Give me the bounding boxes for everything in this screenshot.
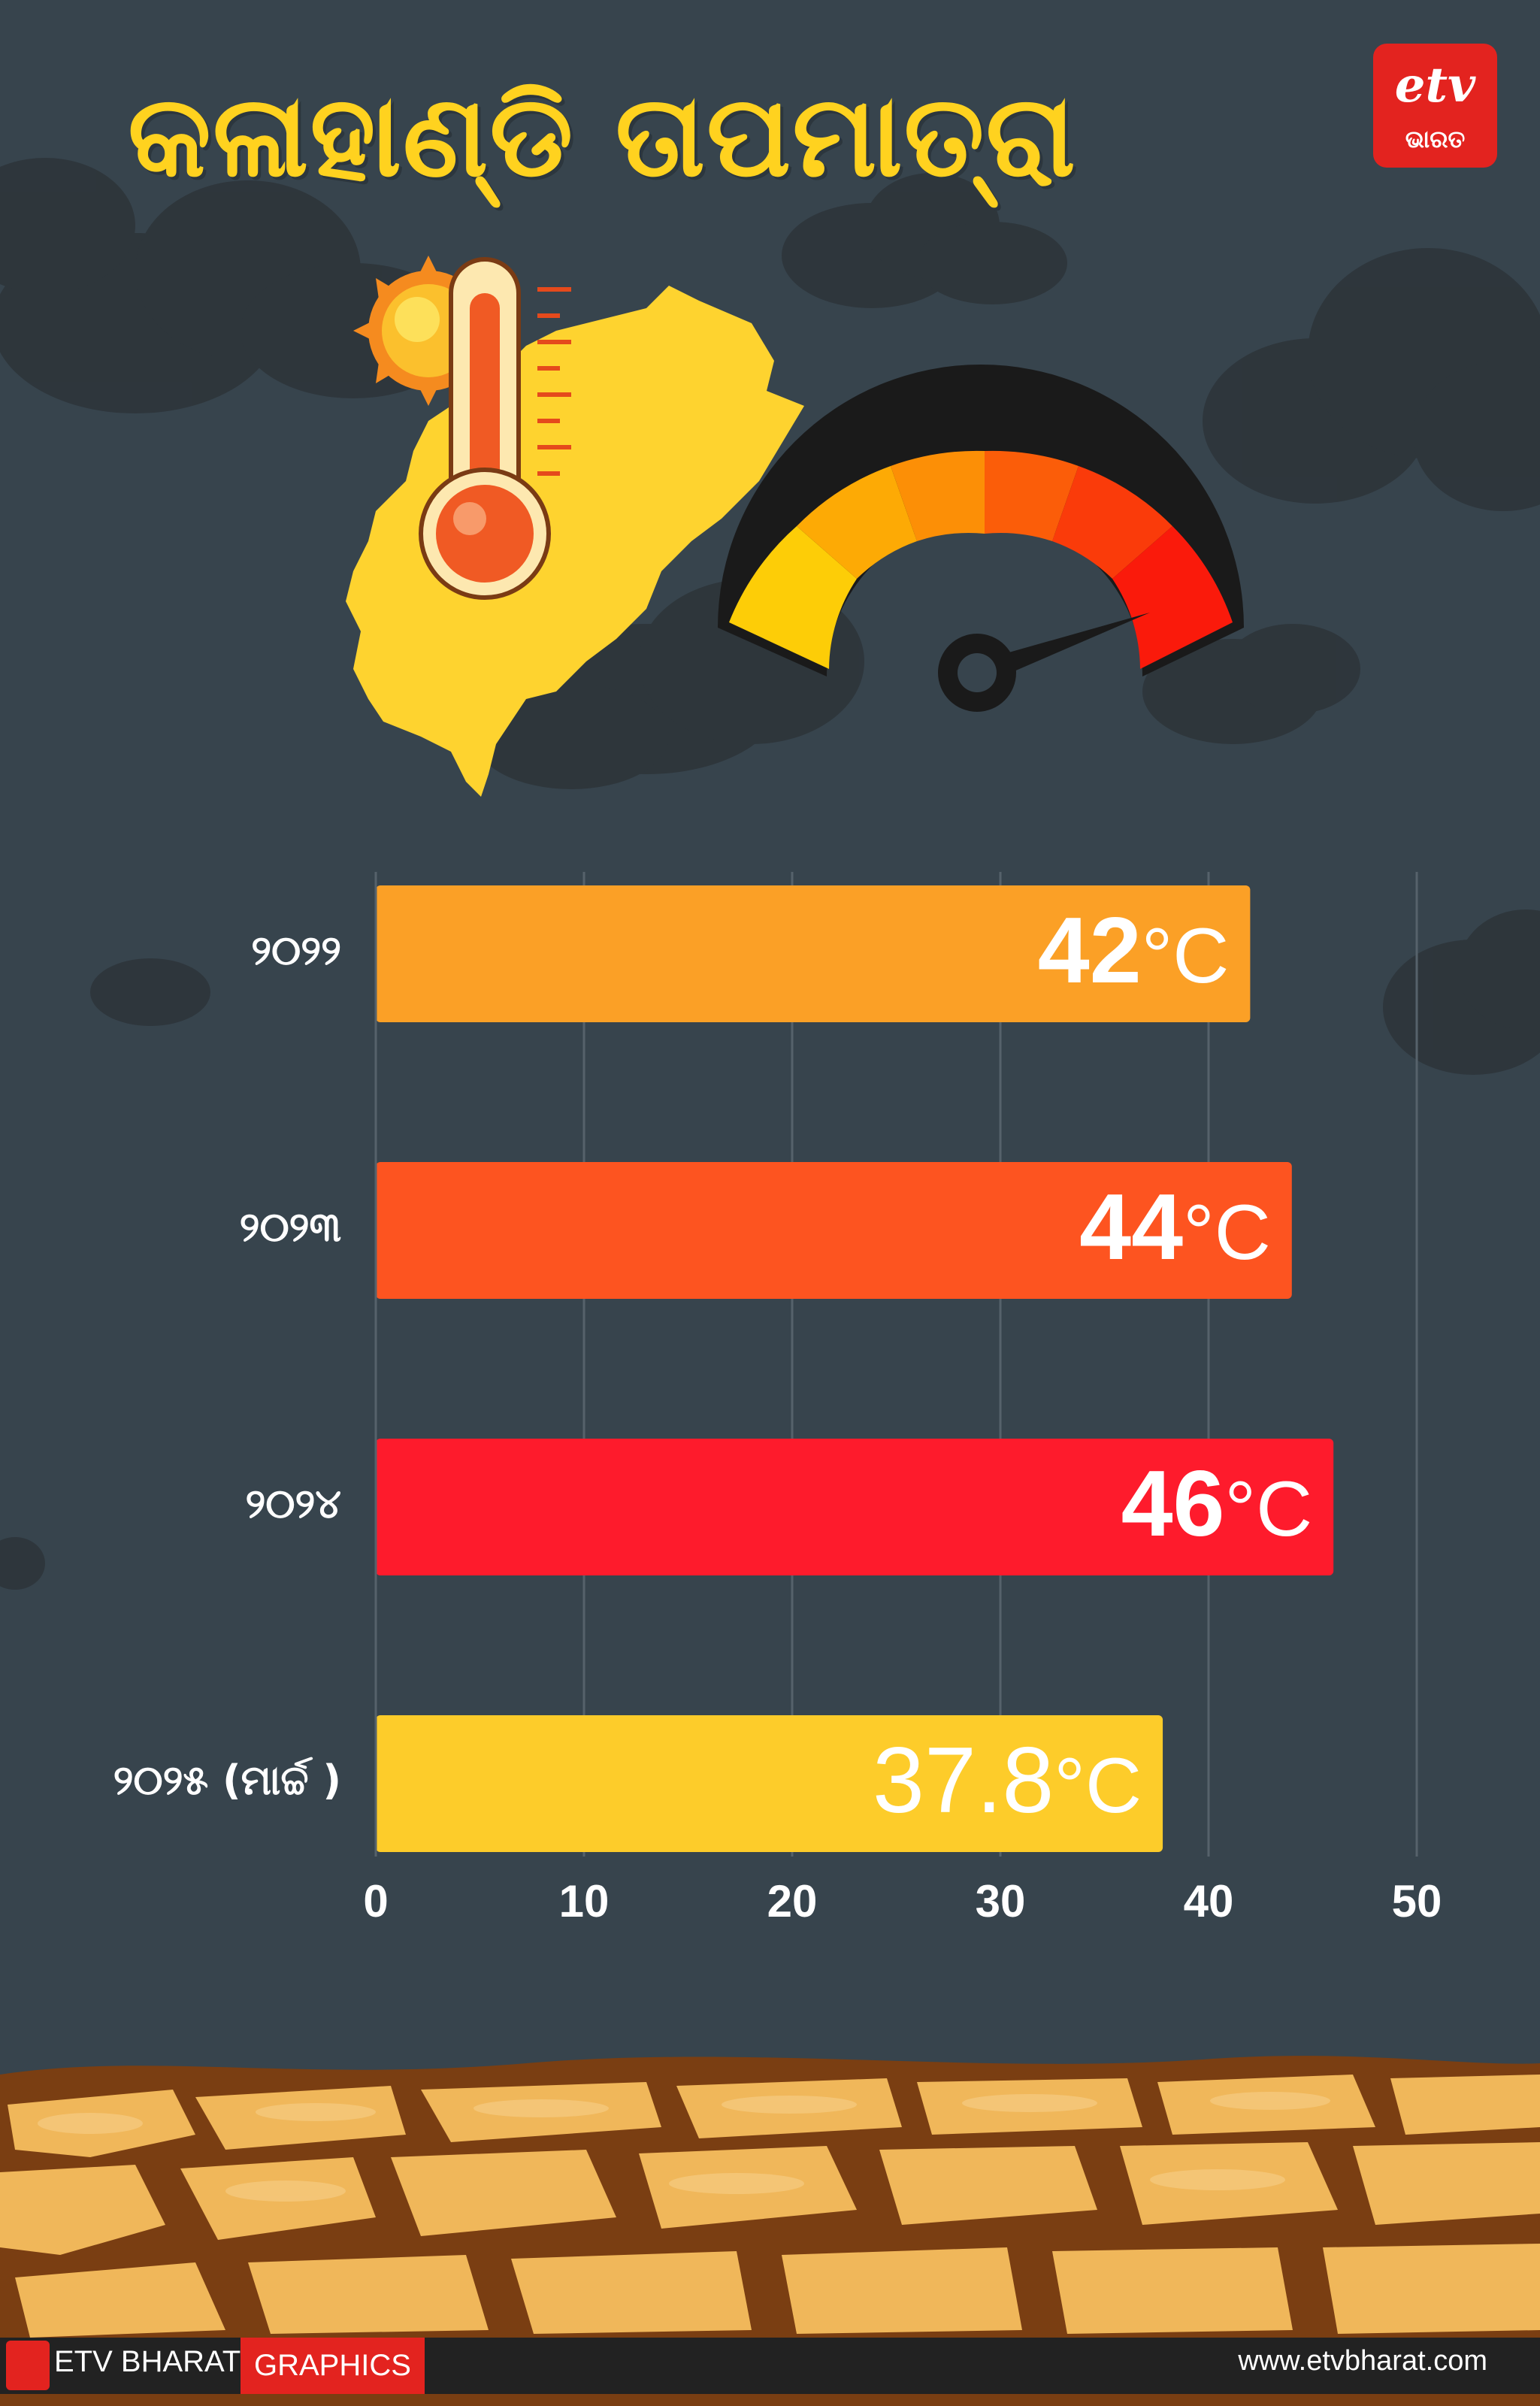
etv-bharat-logo: etv ଭାରତ	[1373, 44, 1497, 168]
x-tick-label: 50	[1391, 1876, 1442, 1926]
category-label: ୨୦୨୪	[245, 1480, 342, 1527]
data-label: 42°C	[1038, 897, 1230, 1004]
cloud-icon	[473, 579, 1360, 789]
data-label: 37.8°C	[873, 1727, 1142, 1834]
data-label-value: 46	[1121, 1452, 1225, 1556]
x-tick-label: 30	[975, 1876, 1026, 1926]
logo-mark: etv	[1394, 57, 1476, 113]
data-label-value: 42	[1037, 899, 1142, 1003]
page-title: କଳାହାଣ୍ଡି ତାପମାତ୍ରା	[128, 71, 1077, 202]
bar	[376, 1439, 1334, 1575]
gauge-icon	[718, 365, 1244, 712]
cracked-earth-icon	[0, 2056, 1540, 2406]
data-label-value: 44	[1079, 1176, 1184, 1279]
category-label: ୨୦୨୩	[239, 1203, 341, 1251]
data-label-unit: °C	[1183, 1189, 1271, 1276]
cloud-icon	[0, 909, 1540, 1590]
bar	[376, 1162, 1292, 1299]
x-tick-label: 10	[558, 1876, 610, 1926]
x-tick-label: 20	[767, 1876, 818, 1926]
data-label-value: 37.8	[873, 1729, 1054, 1832]
cloud-icon	[782, 173, 1067, 308]
category-label: ୨୦୨୫ (ମାର୍ଚ୍ଚ )	[113, 1757, 341, 1804]
cloud-icon	[1203, 248, 1540, 511]
data-label-unit: °C	[1224, 1466, 1313, 1553]
x-tick-label: 0	[363, 1876, 389, 1926]
x-tick-label: 40	[1183, 1876, 1234, 1926]
logo-text: ଭାରତ	[1405, 125, 1466, 153]
data-label: 44°C	[1079, 1174, 1271, 1281]
bar	[376, 1715, 1163, 1852]
footer-graphics-tag: GRAPHICS	[241, 2338, 425, 2394]
thermometer-icon	[419, 257, 571, 600]
footer-logo-icon	[6, 2341, 50, 2390]
data-label-unit: °C	[1054, 1742, 1142, 1829]
footer-brand: ETV BHARAT	[54, 2345, 241, 2378]
data-label: 46°C	[1121, 1451, 1313, 1557]
bar	[376, 885, 1251, 1022]
category-label: ୨୦୨୨	[251, 927, 341, 974]
data-label-unit: °C	[1141, 912, 1230, 1000]
footer-url[interactable]: www.etvbharat.com	[1238, 2345, 1487, 2377]
footer: ETV BHARAT GRAPHICS www.etvbharat.com	[0, 2338, 1540, 2394]
